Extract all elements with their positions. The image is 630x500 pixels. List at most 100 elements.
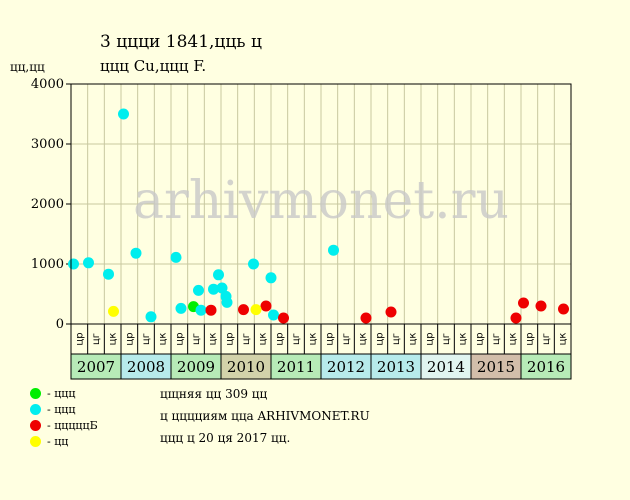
year-label: 2014 xyxy=(427,358,465,376)
data-point xyxy=(216,282,228,294)
subperiod-label: цк xyxy=(258,333,269,346)
legend-label: - ццц xyxy=(47,402,76,416)
legend-swatch-green xyxy=(30,387,41,399)
year-label: 2007 xyxy=(77,358,115,376)
year-label: 2008 xyxy=(127,358,165,376)
subperiod-label: цр xyxy=(74,332,85,345)
data-point xyxy=(510,312,522,324)
subperiod-label: цг xyxy=(541,333,552,345)
subperiod-label: цг xyxy=(141,333,152,345)
chart-subtitle: ццц Cu,ццц F. xyxy=(100,57,207,75)
data-point xyxy=(83,257,94,269)
subperiod-label: цк xyxy=(408,333,419,346)
data-point xyxy=(108,305,119,317)
subperiod-label: цр xyxy=(424,332,435,345)
subperiod-label: цр xyxy=(324,332,335,345)
data-point xyxy=(268,309,279,321)
legend-swatch-red xyxy=(30,419,41,431)
legend-item: - ццц xyxy=(30,385,98,401)
legend-label: - цц xyxy=(47,434,69,448)
subperiod-label: цк xyxy=(208,333,219,346)
subperiod-label: цг xyxy=(191,333,202,345)
data-point xyxy=(175,302,187,314)
y-tick-label: 0 xyxy=(56,317,64,332)
data-point xyxy=(205,304,217,316)
year-label: 2012 xyxy=(327,358,365,376)
watermark-text: arhivmonet.ru xyxy=(133,171,509,231)
subperiod-label: цр xyxy=(524,332,535,345)
year-cell xyxy=(170,353,222,380)
subperiod-label: цг xyxy=(391,333,402,345)
data-point xyxy=(385,306,397,318)
subperiod-label: цк xyxy=(108,333,119,346)
year-label: 2015 xyxy=(477,358,515,376)
legend-swatch-cyan xyxy=(30,403,41,415)
year-label: 2013 xyxy=(377,358,415,376)
subperiod-label: цг xyxy=(291,333,302,345)
subperiod-label: цг xyxy=(491,333,502,345)
data-point xyxy=(360,312,372,324)
year-cell xyxy=(320,353,372,380)
subperiod-label: цр xyxy=(124,332,135,345)
subperiod-label: цр xyxy=(374,332,385,345)
data-point xyxy=(145,311,157,323)
data-point xyxy=(213,269,224,281)
y-tick-label: 4000 xyxy=(31,77,64,92)
year-label: 2016 xyxy=(527,358,565,376)
y-tick-label: 3000 xyxy=(31,137,64,152)
data-point xyxy=(118,108,129,120)
legend: - ццц - ццц - цццццБ - цц xyxy=(30,385,98,449)
data-point xyxy=(260,300,272,312)
data-point xyxy=(130,247,142,259)
legend-swatch-yellow xyxy=(30,435,41,447)
year-label: 2009 xyxy=(177,358,215,376)
data-point xyxy=(535,300,547,312)
legend-label: - ццц xyxy=(47,386,76,400)
subperiod-label: цр xyxy=(174,332,185,345)
year-label: 2010 xyxy=(227,358,265,376)
legend-label: - цццццБ xyxy=(47,418,98,432)
y-tick-label: 2000 xyxy=(31,197,64,212)
subperiod-label: цк xyxy=(458,333,469,346)
subperiod-label: цр xyxy=(274,332,285,345)
year-cell xyxy=(220,353,272,380)
y-axis-label: цц,цц xyxy=(10,60,45,74)
legend-item: - цц xyxy=(30,433,98,449)
year-cell xyxy=(470,353,522,380)
year-cell xyxy=(520,353,572,380)
info-line-2: ц цццциям цца ARHIVMONET.RU xyxy=(160,409,370,423)
data-point xyxy=(170,251,182,263)
data-point xyxy=(68,258,79,270)
data-point xyxy=(265,272,277,284)
legend-item: - цццццБ xyxy=(30,417,98,433)
subperiod-label: цг xyxy=(441,333,452,345)
info-line-1: цщняя цц 309 цц xyxy=(160,387,268,401)
info-line-3: ццц ц 20 ця 2017 цц. xyxy=(160,431,291,445)
data-point xyxy=(250,304,262,316)
subperiod-label: цк xyxy=(508,333,519,346)
data-point xyxy=(193,284,204,296)
data-point xyxy=(238,304,249,316)
subperiod-label: цр xyxy=(474,332,485,345)
data-point xyxy=(518,297,529,309)
subperiod-label: цк xyxy=(158,333,169,346)
data-point xyxy=(248,258,259,270)
data-point xyxy=(195,304,207,316)
chart-title: 3 ццци 1841,цць ц xyxy=(100,32,262,52)
year-label: 2011 xyxy=(277,358,315,376)
legend-item: - ццц xyxy=(30,401,98,417)
y-tick-label: 1000 xyxy=(31,257,64,272)
data-point xyxy=(558,303,569,315)
subperiod-label: цк xyxy=(308,333,319,346)
subperiod-label: цр xyxy=(224,332,235,345)
data-point xyxy=(208,283,219,295)
year-cell xyxy=(120,353,172,380)
data-point xyxy=(328,244,339,256)
subperiod-label: цг xyxy=(91,333,102,345)
data-point xyxy=(278,312,289,324)
subperiod-label: цк xyxy=(358,333,369,346)
data-point xyxy=(221,296,233,308)
data-point xyxy=(103,268,114,280)
subperiod-label: цг xyxy=(341,333,352,345)
